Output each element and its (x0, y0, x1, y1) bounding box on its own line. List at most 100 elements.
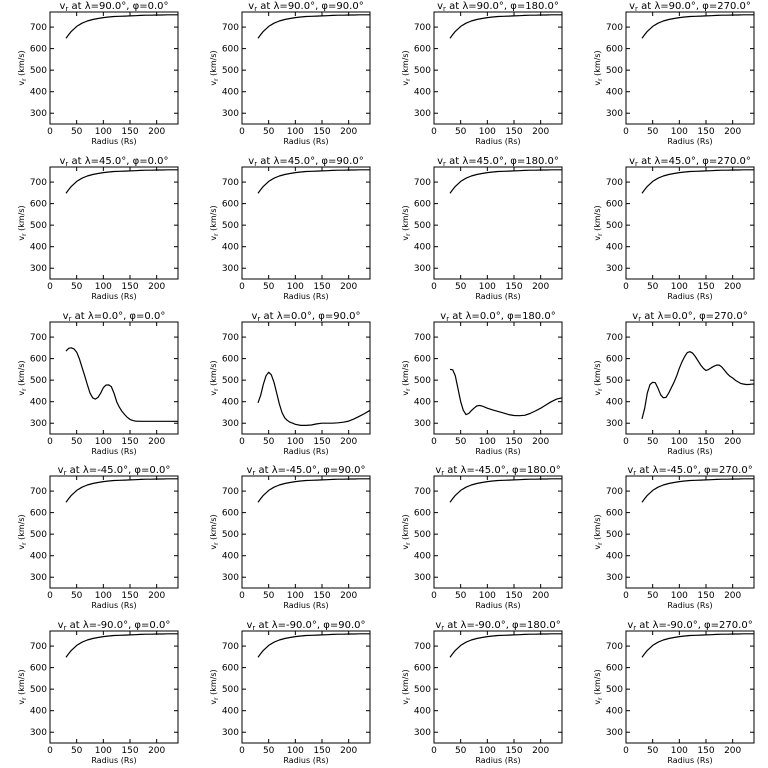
x-tick-label: 150 (697, 127, 714, 137)
x-tick-label: 50 (71, 746, 83, 756)
plot-frame (625, 475, 755, 589)
panel-2: 0 50 100 150 200 300 400 500 600 700 Radius (Rs) vr… (209, 1, 371, 146)
x-axis-label: Radius (Rs) (91, 447, 136, 456)
x-tick-label: 100 (287, 127, 304, 137)
x-tick-label: 0 (623, 591, 629, 601)
x-tick-label: 100 (287, 282, 304, 292)
plot-frame (49, 321, 179, 435)
y-tick-label: 600 (30, 664, 47, 674)
panel-17: 0 50 100 150 200 300 400 500 600 700 Radius (Rs) vr… (17, 620, 179, 765)
x-tick-label: 100 (287, 591, 304, 601)
x-tick-label: 50 (647, 282, 659, 292)
series-line (65, 633, 178, 658)
x-tick-label: 100 (95, 282, 112, 292)
panel-6: 0 50 100 150 200 300 400 500 600 700 Radius (Rs) vr… (209, 156, 371, 301)
y-tick-label: 700 (222, 642, 239, 652)
chart-title: vr at λ=90.0°, φ=90.0° (248, 1, 363, 13)
x-tick-label: 200 (340, 591, 357, 601)
series-line (65, 347, 178, 422)
y-tick-label: 700 (606, 487, 623, 497)
x-axis-label: Radius (Rs) (475, 292, 520, 301)
x-tick-label: 100 (95, 127, 112, 137)
y-tick-label: 300 (30, 728, 47, 738)
y-tick-label: 700 (414, 333, 431, 343)
x-tick-label: 200 (340, 127, 357, 137)
x-tick-label: 0 (47, 127, 53, 137)
x-tick-label: 150 (505, 591, 522, 601)
y-tick-label: 700 (606, 642, 623, 652)
series-line (65, 169, 178, 194)
y-tick-label: 300 (606, 419, 623, 429)
y-tick-label: 700 (222, 487, 239, 497)
y-tick-label: 600 (30, 509, 47, 519)
y-tick-label: 400 (414, 398, 431, 408)
chart-title: vr at λ=0.0°, φ=270.0° (632, 311, 747, 323)
y-tick-label: 400 (414, 552, 431, 562)
y-tick-label: 400 (222, 552, 239, 562)
y-tick-label: 600 (606, 509, 623, 519)
y-tick-label: 500 (30, 376, 47, 386)
y-tick-label: 500 (30, 530, 47, 540)
y-tick-label: 400 (222, 88, 239, 98)
series-line (257, 633, 370, 658)
y-tick-label: 300 (30, 264, 47, 274)
y-tick-label: 400 (606, 398, 623, 408)
x-tick-label: 50 (455, 746, 467, 756)
chart-title: vr at λ=-45.0°, φ=90.0° (247, 465, 366, 477)
x-tick-label: 150 (697, 282, 714, 292)
panel-18: 0 50 100 150 200 300 400 500 600 700 Radius (Rs) vr… (209, 620, 371, 765)
y-tick-label: 400 (30, 243, 47, 253)
x-tick-label: 150 (505, 282, 522, 292)
x-tick-label: 0 (47, 437, 53, 447)
y-tick-label: 500 (222, 221, 239, 231)
y-tick-label: 400 (414, 88, 431, 98)
chart-title: vr at λ=90.0°, φ=0.0° (59, 1, 168, 13)
x-tick-label: 50 (263, 591, 275, 601)
chart-title: vr at λ=-45.0°, φ=0.0° (58, 465, 171, 477)
x-tick-label: 100 (479, 437, 496, 447)
series-line (641, 478, 754, 503)
x-tick-label: 100 (95, 591, 112, 601)
y-tick-label: 700 (30, 642, 47, 652)
x-axis-label: Radius (Rs) (91, 601, 136, 610)
y-tick-label: 700 (30, 23, 47, 33)
x-tick-label: 0 (47, 591, 53, 601)
y-tick-label: 400 (222, 707, 239, 717)
x-tick-label: 150 (697, 746, 714, 756)
y-axis-label: vr (km/s) (17, 514, 28, 549)
panel-12: 0 50 100 150 200 300 400 500 600 700 Radius (Rs) vr… (593, 311, 755, 456)
x-tick-label: 200 (724, 282, 741, 292)
y-tick-label: 300 (414, 573, 431, 583)
panel-20: 0 50 100 150 200 300 400 500 600 700 Radius (Rs) vr… (593, 620, 755, 765)
x-tick-label: 100 (479, 127, 496, 137)
y-tick-label: 300 (414, 728, 431, 738)
x-tick-label: 200 (724, 127, 741, 137)
y-axis-label: vr (km/s) (209, 50, 220, 85)
y-tick-label: 600 (30, 355, 47, 365)
x-axis-label: Radius (Rs) (475, 447, 520, 456)
chart-title: vr at λ=-90.0°, φ=180.0° (435, 620, 560, 632)
x-axis-label: Radius (Rs) (667, 601, 712, 610)
plot-frame (241, 166, 371, 280)
y-tick-label: 600 (606, 355, 623, 365)
x-axis-label: Radius (Rs) (475, 756, 520, 765)
x-tick-label: 200 (532, 591, 549, 601)
y-tick-label: 500 (30, 685, 47, 695)
y-axis-label: vr (km/s) (593, 50, 604, 85)
x-tick-label: 200 (724, 591, 741, 601)
x-tick-label: 200 (148, 746, 165, 756)
x-tick-label: 200 (148, 591, 165, 601)
y-tick-label: 600 (222, 664, 239, 674)
series-line (257, 478, 370, 503)
x-tick-label: 200 (532, 437, 549, 447)
y-tick-label: 300 (606, 728, 623, 738)
y-tick-label: 600 (606, 45, 623, 55)
y-tick-label: 300 (414, 419, 431, 429)
x-tick-label: 150 (121, 591, 138, 601)
y-axis-label: vr (km/s) (401, 669, 412, 704)
y-tick-label: 300 (222, 109, 239, 119)
y-tick-label: 400 (30, 707, 47, 717)
x-tick-label: 0 (623, 746, 629, 756)
y-tick-label: 500 (606, 376, 623, 386)
x-tick-label: 150 (505, 127, 522, 137)
